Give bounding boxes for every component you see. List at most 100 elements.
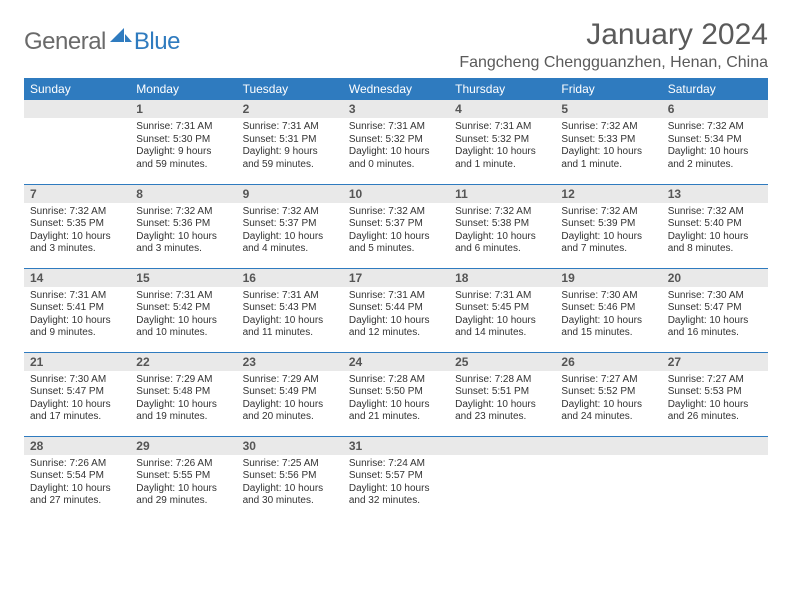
daylight-line: Daylight: 10 hours bbox=[561, 315, 655, 328]
daylight-line: and 3 minutes. bbox=[30, 243, 124, 256]
daylight-line: and 8 minutes. bbox=[668, 243, 762, 256]
daylight-line: and 19 minutes. bbox=[136, 411, 230, 424]
calendar-day-cell: 31Sunrise: 7:24 AMSunset: 5:57 PMDayligh… bbox=[343, 436, 449, 520]
day-number: 8 bbox=[130, 185, 236, 203]
sunrise-line: Sunrise: 7:32 AM bbox=[455, 206, 549, 219]
sunrise-line: Sunrise: 7:31 AM bbox=[243, 121, 337, 134]
day-number: 13 bbox=[662, 185, 768, 203]
day-number: 17 bbox=[343, 269, 449, 287]
daylight-line: Daylight: 10 hours bbox=[30, 231, 124, 244]
calendar-day-cell: 21Sunrise: 7:30 AMSunset: 5:47 PMDayligh… bbox=[24, 352, 130, 436]
day-body: Sunrise: 7:27 AMSunset: 5:53 PMDaylight:… bbox=[662, 371, 768, 428]
sunset-line: Sunset: 5:54 PM bbox=[30, 470, 124, 483]
daylight-line: Daylight: 10 hours bbox=[455, 399, 549, 412]
day-number: 30 bbox=[237, 437, 343, 455]
daylight-line: Daylight: 10 hours bbox=[136, 315, 230, 328]
calendar-day-cell: 30Sunrise: 7:25 AMSunset: 5:56 PMDayligh… bbox=[237, 436, 343, 520]
day-body bbox=[662, 455, 768, 462]
sunset-line: Sunset: 5:44 PM bbox=[349, 302, 443, 315]
sunset-line: Sunset: 5:41 PM bbox=[30, 302, 124, 315]
day-number bbox=[662, 437, 768, 455]
daylight-line: and 20 minutes. bbox=[243, 411, 337, 424]
sunset-line: Sunset: 5:32 PM bbox=[349, 134, 443, 147]
sunrise-line: Sunrise: 7:27 AM bbox=[668, 374, 762, 387]
calendar-day-cell: 17Sunrise: 7:31 AMSunset: 5:44 PMDayligh… bbox=[343, 268, 449, 352]
sunrise-line: Sunrise: 7:24 AM bbox=[349, 458, 443, 471]
day-body: Sunrise: 7:32 AMSunset: 5:33 PMDaylight:… bbox=[555, 118, 661, 175]
calendar-week-row: 1Sunrise: 7:31 AMSunset: 5:30 PMDaylight… bbox=[24, 100, 768, 184]
daylight-line: Daylight: 10 hours bbox=[30, 399, 124, 412]
day-number: 2 bbox=[237, 100, 343, 118]
calendar-day-cell: 10Sunrise: 7:32 AMSunset: 5:37 PMDayligh… bbox=[343, 184, 449, 268]
daylight-line: Daylight: 10 hours bbox=[561, 399, 655, 412]
sunrise-line: Sunrise: 7:32 AM bbox=[30, 206, 124, 219]
sunset-line: Sunset: 5:37 PM bbox=[243, 218, 337, 231]
sunset-line: Sunset: 5:57 PM bbox=[349, 470, 443, 483]
day-number: 11 bbox=[449, 185, 555, 203]
sunrise-line: Sunrise: 7:29 AM bbox=[136, 374, 230, 387]
daylight-line: Daylight: 10 hours bbox=[243, 399, 337, 412]
day-number: 27 bbox=[662, 353, 768, 371]
daylight-line: Daylight: 10 hours bbox=[455, 231, 549, 244]
daylight-line: and 21 minutes. bbox=[349, 411, 443, 424]
calendar-day-cell: 28Sunrise: 7:26 AMSunset: 5:54 PMDayligh… bbox=[24, 436, 130, 520]
calendar-day-cell bbox=[555, 436, 661, 520]
day-body: Sunrise: 7:30 AMSunset: 5:47 PMDaylight:… bbox=[662, 287, 768, 344]
day-body: Sunrise: 7:27 AMSunset: 5:52 PMDaylight:… bbox=[555, 371, 661, 428]
day-body: Sunrise: 7:29 AMSunset: 5:48 PMDaylight:… bbox=[130, 371, 236, 428]
daylight-line: and 24 minutes. bbox=[561, 411, 655, 424]
daylight-line: Daylight: 10 hours bbox=[349, 231, 443, 244]
sunrise-line: Sunrise: 7:30 AM bbox=[561, 290, 655, 303]
calendar-table: Sunday Monday Tuesday Wednesday Thursday… bbox=[24, 78, 768, 520]
day-number bbox=[555, 437, 661, 455]
daylight-line: and 4 minutes. bbox=[243, 243, 337, 256]
calendar-day-cell: 18Sunrise: 7:31 AMSunset: 5:45 PMDayligh… bbox=[449, 268, 555, 352]
sunrise-line: Sunrise: 7:32 AM bbox=[561, 121, 655, 134]
day-body: Sunrise: 7:32 AMSunset: 5:36 PMDaylight:… bbox=[130, 203, 236, 260]
calendar-day-cell: 4Sunrise: 7:31 AMSunset: 5:32 PMDaylight… bbox=[449, 100, 555, 184]
sunrise-line: Sunrise: 7:30 AM bbox=[668, 290, 762, 303]
daylight-line: and 7 minutes. bbox=[561, 243, 655, 256]
sunrise-line: Sunrise: 7:32 AM bbox=[349, 206, 443, 219]
sunset-line: Sunset: 5:32 PM bbox=[455, 134, 549, 147]
daylight-line: Daylight: 9 hours bbox=[243, 146, 337, 159]
day-number: 6 bbox=[662, 100, 768, 118]
calendar-day-cell bbox=[24, 100, 130, 184]
daylight-line: and 2 minutes. bbox=[668, 159, 762, 172]
day-body: Sunrise: 7:32 AMSunset: 5:39 PMDaylight:… bbox=[555, 203, 661, 260]
header: General Blue January 2024 Fangcheng Chen… bbox=[24, 18, 768, 72]
day-number: 20 bbox=[662, 269, 768, 287]
calendar-day-cell: 7Sunrise: 7:32 AMSunset: 5:35 PMDaylight… bbox=[24, 184, 130, 268]
day-number: 18 bbox=[449, 269, 555, 287]
day-body: Sunrise: 7:30 AMSunset: 5:47 PMDaylight:… bbox=[24, 371, 130, 428]
daylight-line: and 3 minutes. bbox=[136, 243, 230, 256]
daylight-line: Daylight: 10 hours bbox=[136, 399, 230, 412]
sunset-line: Sunset: 5:37 PM bbox=[349, 218, 443, 231]
day-body: Sunrise: 7:32 AMSunset: 5:37 PMDaylight:… bbox=[343, 203, 449, 260]
sunrise-line: Sunrise: 7:28 AM bbox=[349, 374, 443, 387]
daylight-line: and 23 minutes. bbox=[455, 411, 549, 424]
calendar-day-cell: 26Sunrise: 7:27 AMSunset: 5:52 PMDayligh… bbox=[555, 352, 661, 436]
daylight-line: Daylight: 10 hours bbox=[349, 315, 443, 328]
day-body bbox=[24, 118, 130, 125]
calendar-day-cell: 16Sunrise: 7:31 AMSunset: 5:43 PMDayligh… bbox=[237, 268, 343, 352]
day-body: Sunrise: 7:31 AMSunset: 5:44 PMDaylight:… bbox=[343, 287, 449, 344]
daylight-line: and 17 minutes. bbox=[30, 411, 124, 424]
day-number: 25 bbox=[449, 353, 555, 371]
sunrise-line: Sunrise: 7:31 AM bbox=[243, 290, 337, 303]
day-number: 19 bbox=[555, 269, 661, 287]
logo-sail-icon bbox=[110, 26, 132, 49]
day-number: 4 bbox=[449, 100, 555, 118]
sunrise-line: Sunrise: 7:32 AM bbox=[668, 206, 762, 219]
daylight-line: Daylight: 10 hours bbox=[349, 146, 443, 159]
calendar-day-cell: 29Sunrise: 7:26 AMSunset: 5:55 PMDayligh… bbox=[130, 436, 236, 520]
calendar-day-cell: 24Sunrise: 7:28 AMSunset: 5:50 PMDayligh… bbox=[343, 352, 449, 436]
daylight-line: Daylight: 10 hours bbox=[455, 315, 549, 328]
logo-text-general: General bbox=[24, 28, 106, 56]
sunrise-line: Sunrise: 7:28 AM bbox=[455, 374, 549, 387]
day-number: 5 bbox=[555, 100, 661, 118]
daylight-line: Daylight: 10 hours bbox=[561, 231, 655, 244]
calendar-day-cell: 25Sunrise: 7:28 AMSunset: 5:51 PMDayligh… bbox=[449, 352, 555, 436]
day-body: Sunrise: 7:32 AMSunset: 5:40 PMDaylight:… bbox=[662, 203, 768, 260]
sunset-line: Sunset: 5:30 PM bbox=[136, 134, 230, 147]
